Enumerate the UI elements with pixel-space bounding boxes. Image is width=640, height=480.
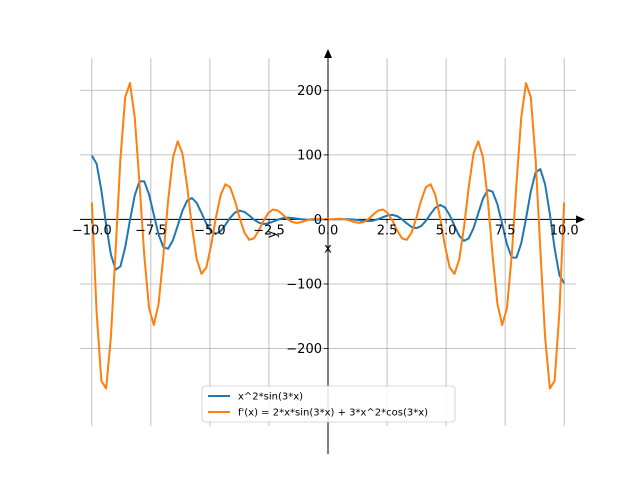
x-tick-label: 5.0 (436, 223, 457, 238)
legend: x^2*sin(3*x) f'(x) = 2*x*sin(3*x) + 3*x^2… (201, 385, 456, 423)
y-tick-label: 200 (297, 84, 322, 99)
y-tick-label: −200 (286, 342, 322, 357)
x-tick-label: 2.5 (377, 223, 398, 238)
x-tick-label: 7.5 (495, 223, 516, 238)
y-tick-label: −100 (286, 277, 322, 292)
x-tick-label: −5.0 (194, 223, 226, 238)
y-axis-arrow (324, 49, 332, 58)
legend-label-2: f'(x) = 2*x*sin(3*x) + 3*x^2*cos(3*x) (238, 408, 428, 419)
y-axis-label: y (265, 230, 280, 238)
x-tick-label: −10.0 (72, 223, 112, 238)
legend-box (201, 385, 456, 423)
x-tick-label: 10.0 (550, 223, 579, 238)
legend-label-1: x^2*sin(3*x) (238, 392, 303, 403)
y-tick-label: 0 (314, 213, 322, 228)
x-tick-label: −7.5 (135, 223, 167, 238)
x-axis-label: x (324, 241, 332, 256)
x-tick-label: 0.0 (318, 223, 339, 238)
x-axis-arrow (576, 215, 585, 224)
x-tick-label: −2.5 (253, 223, 285, 238)
y-tick-label: 100 (297, 148, 322, 163)
tick-labels: −10.0 −7.5 −5.0 −2.5 0.0 2.5 5.0 7.5 10.0 −200 −10… (72, 84, 579, 357)
